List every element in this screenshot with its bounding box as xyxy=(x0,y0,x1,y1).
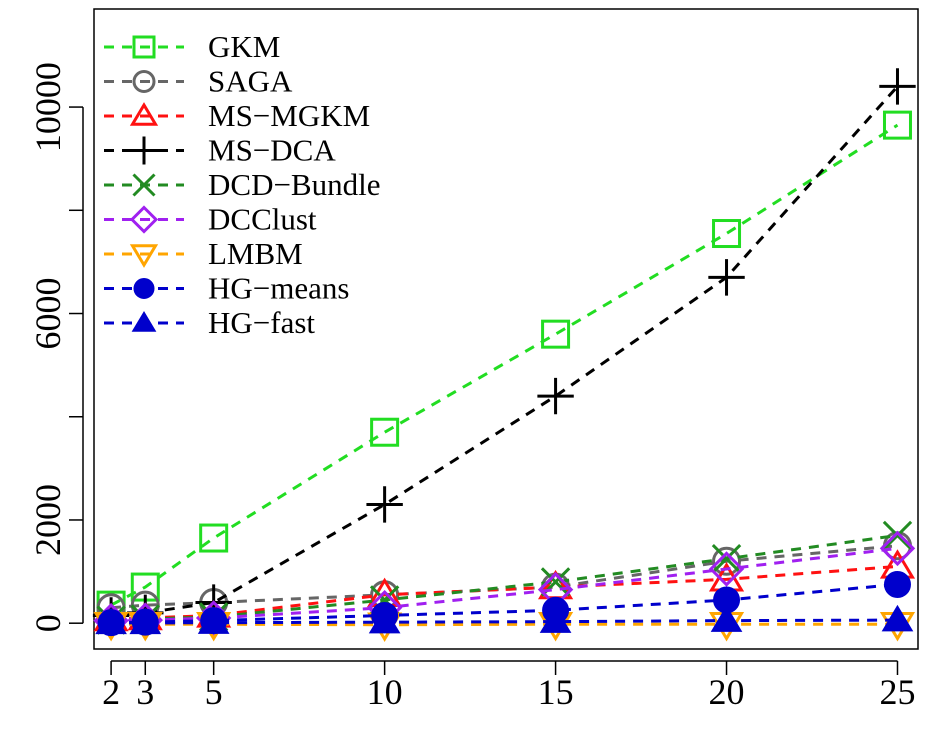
x-tick-label: 3 xyxy=(136,672,154,712)
series-line xyxy=(111,533,898,622)
series-line xyxy=(111,546,898,623)
data-point xyxy=(541,319,571,349)
data-point xyxy=(129,607,162,635)
data-point xyxy=(708,551,745,587)
x-tick-label: 20 xyxy=(709,672,745,712)
data-point xyxy=(711,543,742,574)
data-point xyxy=(882,520,913,551)
legend-entry: HG−means xyxy=(104,271,349,306)
data-point xyxy=(708,259,745,296)
y-tick-label: 0 xyxy=(28,614,68,632)
data-point xyxy=(197,607,230,634)
data-point xyxy=(882,110,912,140)
data-point xyxy=(132,173,156,197)
legend-label: DCD−Bundle xyxy=(208,167,380,202)
data-point xyxy=(131,311,157,332)
legend-entry: SAGA xyxy=(104,64,293,99)
legend-label: LMBM xyxy=(208,236,303,271)
data-point xyxy=(132,70,156,93)
series-line xyxy=(111,564,898,621)
data-point xyxy=(539,606,572,633)
legend-label: GKM xyxy=(208,29,280,64)
data-point xyxy=(132,35,156,59)
data-point xyxy=(129,205,159,234)
data-point xyxy=(368,606,401,634)
legend-entry: DCClust xyxy=(104,202,317,237)
data-point xyxy=(129,102,159,126)
data-point xyxy=(129,244,159,268)
legend-label: HG−fast xyxy=(208,305,315,340)
legend-entry: DCD−Bundle xyxy=(104,167,380,202)
x-tick-label: 15 xyxy=(538,672,574,712)
data-point xyxy=(366,486,403,523)
legend-label: MS−MGKM xyxy=(208,98,370,133)
legend-entry: LMBM xyxy=(104,236,303,271)
data-point xyxy=(712,546,742,576)
x-tick-label: 25 xyxy=(879,672,915,712)
legend-label: SAGA xyxy=(208,64,293,99)
x-tick-label: 10 xyxy=(367,672,403,712)
data-point xyxy=(879,530,916,567)
data-point xyxy=(537,377,574,415)
data-point xyxy=(199,523,229,553)
data-point xyxy=(370,417,400,447)
legend-entry: MS−MGKM xyxy=(104,98,370,133)
series-line xyxy=(110,123,899,607)
data-point xyxy=(130,136,158,165)
data-point xyxy=(712,219,742,249)
data-point xyxy=(883,570,911,598)
series-layer xyxy=(92,68,916,642)
x-tick-label: 5 xyxy=(205,672,223,712)
legend-label: HG−means xyxy=(208,271,349,306)
legend: GKMSAGAMS−MGKMMS−DCADCD−BundleDCClustLMB… xyxy=(104,29,380,340)
series-line xyxy=(111,622,898,627)
data-point xyxy=(95,607,127,635)
plot-frame xyxy=(93,8,919,650)
axes: 2 3 5 10 15 20 25 0 2000 6000 10000 xyxy=(28,62,915,712)
series xyxy=(95,604,914,635)
data-point xyxy=(710,605,743,632)
data-point xyxy=(881,604,914,632)
data-point xyxy=(133,278,155,299)
x-tick-label: 2 xyxy=(102,672,120,712)
y-tick-label: 6000 xyxy=(28,278,68,350)
legend-entry: GKM xyxy=(104,29,280,64)
data-point xyxy=(879,68,916,105)
y-tick-label: 10000 xyxy=(28,62,68,152)
legend-label: MS−DCA xyxy=(208,133,336,168)
legend-label: DCClust xyxy=(208,202,317,237)
legend-entry: MS−DCA xyxy=(104,133,336,168)
legend-entry: HG−fast xyxy=(104,305,315,340)
y-tick-label: 2000 xyxy=(28,484,68,556)
